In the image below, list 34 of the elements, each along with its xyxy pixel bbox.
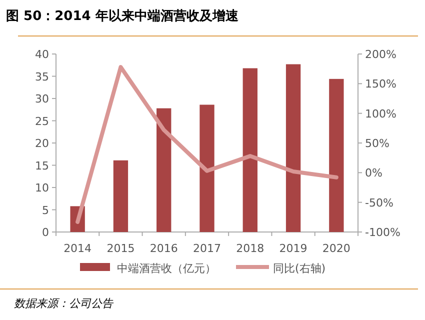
y2-tick-label: 200%	[365, 48, 396, 61]
legend-label: 同比(右轴)	[273, 262, 326, 275]
x-tick-label: 2016	[150, 242, 178, 255]
y2-tick-label: 100%	[365, 107, 396, 120]
y-tick-label: 20	[35, 137, 49, 150]
bar	[329, 78, 344, 232]
x-tick-label: 2019	[279, 242, 308, 255]
y-tick-label: 35	[35, 70, 49, 84]
y-tick-label: 25	[35, 114, 49, 128]
y2-tick-label: 0%	[365, 166, 382, 180]
source-note: 数据来源：公司公告	[14, 297, 114, 310]
x-tick-label: 2014	[64, 242, 92, 255]
chart-title: 图 50：2014 年以来中端酒营收及增速	[6, 8, 240, 24]
y-tick-label: 30	[35, 92, 49, 106]
y-tick-label: 40	[35, 48, 49, 61]
legend-label: 中端酒营收（亿元）	[117, 262, 216, 275]
x-tick-label: 2018	[236, 242, 264, 255]
y2-tick-label: 50%	[365, 137, 390, 150]
y-tick-label: 0	[42, 226, 49, 239]
line-series	[76, 65, 338, 224]
bar	[113, 160, 128, 232]
y2-tick-label: -100%	[365, 226, 400, 239]
y-tick-label: 15	[35, 159, 49, 172]
x-tick-label: 2017	[193, 242, 221, 255]
y-tick-label: 10	[35, 182, 49, 194]
y2-tick-label: 150%	[365, 78, 396, 91]
x-tick-label: 2020	[322, 242, 350, 255]
y-tick-label: 5	[42, 204, 49, 217]
bar	[156, 108, 172, 232]
x-tick-label: 2015	[106, 242, 135, 255]
y2-tick-label: -50%	[365, 196, 394, 210]
bar	[286, 64, 301, 232]
bar	[200, 104, 214, 232]
bar	[242, 68, 258, 232]
